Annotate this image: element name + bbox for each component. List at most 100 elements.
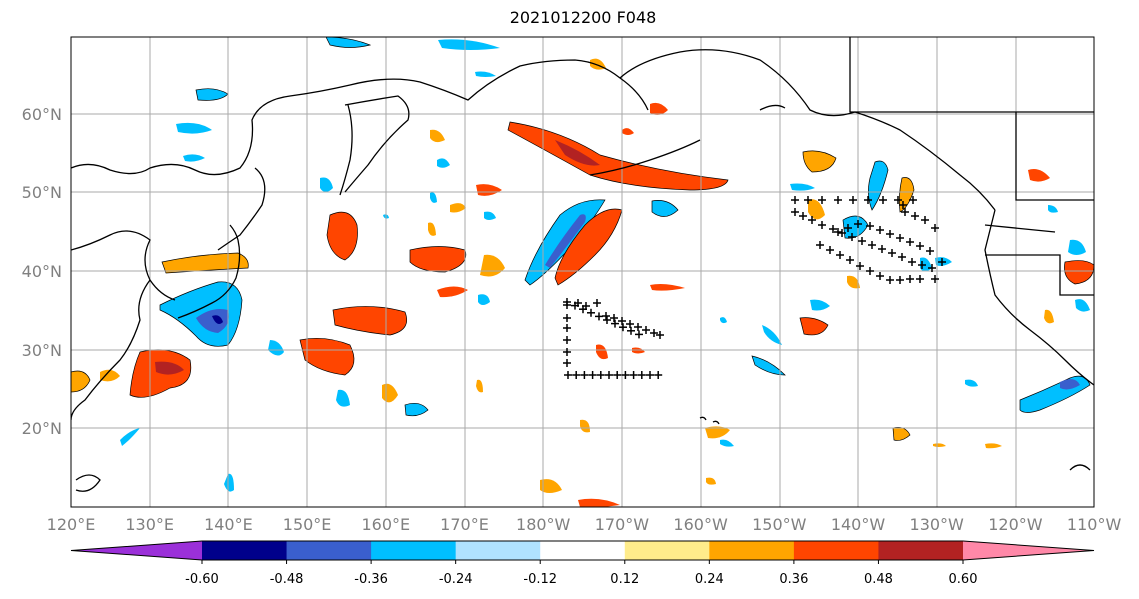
plus-marker [637,371,646,379]
latitude-label: 40°N [22,262,62,281]
warm-anomaly-east-china-core [155,361,184,375]
colorbar: -0.60 -0.48 -0.36 -0.24 -0.12 0.12 0.24 0.36 0.4… [70,540,1095,587]
plus-markers [563,196,946,379]
plus-marker [563,314,571,322]
plus-marker [572,371,581,379]
plus-marker [650,329,658,337]
colorbar-segment [71,541,202,560]
plus-marker [621,371,630,379]
latitude-label: 50°N [22,183,62,202]
longitude-label: 120°E [47,515,96,534]
plus-marker [818,221,826,229]
plus-marker [898,253,906,261]
plus-marker [916,275,924,283]
plus-marker [866,222,874,230]
plus-marker [901,208,909,216]
plus-marker [894,196,902,204]
colorbar-segment [878,541,964,560]
colorbar-tick-label: 0.48 [864,572,893,587]
plus-marker [888,249,896,257]
plus-marker [854,220,862,228]
plus-marker [931,224,939,232]
plus-marker [906,238,914,246]
longitude-label: 140°E [204,515,253,534]
plus-marker [610,314,618,322]
plus-marker [602,312,610,320]
plus-marker [844,224,852,232]
longitude-label: 140°W [831,515,886,534]
plus-marker [858,237,866,245]
plus-marker [908,258,916,266]
plus-marker [587,308,595,317]
plus-marker [791,208,799,216]
plus-marker [876,226,884,234]
colorbar-tick-label: 0.36 [779,572,808,587]
plus-marker [635,330,643,339]
plus-marker [916,242,924,250]
plus-marker [627,326,635,335]
plus-marker [563,348,571,356]
plus-marker [879,196,887,204]
plus-marker [799,212,807,220]
plus-marker [856,262,864,270]
colorbar-segment [371,541,457,560]
plus-marker [834,228,842,236]
plus-marker [593,299,601,307]
colorbar-tick-label: -0.60 [185,572,219,587]
plus-marker [899,201,907,209]
plus-marker [582,302,590,310]
plus-marker [849,196,857,204]
plus-marker [588,371,597,379]
cold-anomaly-japan-core [196,309,229,333]
plus-marker [918,261,926,269]
colorbar-tick-label: -0.12 [523,572,557,587]
colorbar-tick-label: 0.60 [949,572,978,587]
plus-marker [596,371,605,379]
cold-anomaly-japan-center [212,315,223,324]
plus-marker [928,264,936,272]
colorbar-tick-label: 0.24 [695,572,724,587]
colorbar-segment [455,541,541,560]
plus-marker [846,256,854,264]
plus-marker [886,230,894,238]
plus-marker [563,301,571,309]
longitude-label: 170°W [595,515,650,534]
map-frame [70,36,1095,508]
longitude-label: 150°E [283,515,332,534]
plus-marker [619,323,627,332]
plus-marker [834,196,842,204]
warm-anomaly-east-china [129,349,192,398]
warm-anomaly-aleutian-streak [507,121,729,191]
plus-marker [646,371,654,379]
plus-marker [926,247,934,255]
plus-marker [618,317,626,325]
plus-marker [868,241,876,249]
plus-marker [629,371,638,379]
latitude-label: 60°N [22,105,62,124]
plus-marker [848,233,856,241]
colorbar-segment [709,541,795,560]
longitude-label: 160°W [673,515,728,534]
plus-marker [563,359,571,367]
plus-marker [563,324,571,332]
longitude-label: 130°W [910,515,965,534]
colorbar-tick-label: -0.48 [270,572,304,587]
plus-marker [563,336,571,344]
longitude-label: 170°E [440,515,489,534]
plus-marker [611,319,619,328]
plus-marker [564,371,572,379]
plus-marker [642,326,650,334]
plus-marker [896,234,904,242]
warm-anomaly-coast [71,370,91,393]
map-area [71,37,1094,507]
latitude-label: 30°N [22,341,62,360]
plus-marker [613,371,622,379]
plus-marker [816,241,824,249]
plus-marker [595,312,603,321]
longitude-label: 130°E [125,515,174,534]
plus-marker [876,272,884,280]
plus-marker [836,251,844,259]
colorbar-segment [202,541,288,560]
latitude-label: 20°N [22,419,62,438]
